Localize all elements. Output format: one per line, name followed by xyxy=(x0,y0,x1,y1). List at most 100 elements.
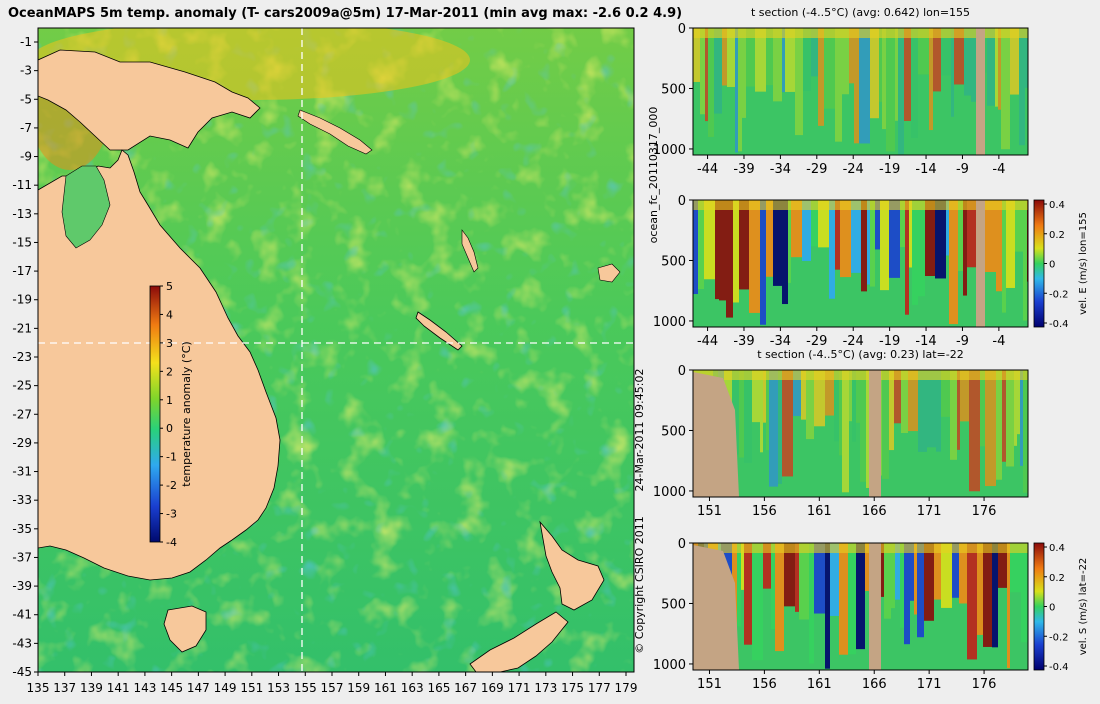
section-stripe xyxy=(891,543,895,609)
section-stripe xyxy=(839,543,848,655)
section-stripe xyxy=(705,28,708,122)
colorbar-tick-label: 0 xyxy=(166,422,173,435)
map-colorbar-label: temperature anomaly (°C) xyxy=(180,341,193,486)
section-stripe xyxy=(959,543,967,604)
section-stripe xyxy=(904,543,910,645)
section-stripe xyxy=(766,28,773,86)
section-stripe xyxy=(788,200,791,283)
lon-tick-label: 151 xyxy=(240,681,263,695)
section-stripe xyxy=(1006,200,1015,288)
section-stripe xyxy=(1002,200,1006,313)
section-stripe xyxy=(856,543,865,650)
velocity-colorbar-ramp xyxy=(1033,542,1045,671)
section-stripe xyxy=(782,28,785,93)
section-stripe xyxy=(1023,370,1028,493)
panel-title: t section (-4..5°C) (avg: 0.642) lon=155 xyxy=(751,6,970,19)
section-stripe xyxy=(785,28,795,92)
map-lon-axis: 135 137 139 141 143 145 147 149 151 153 155 157 159 1… xyxy=(27,672,637,695)
section-stripe xyxy=(818,200,829,248)
map-frame xyxy=(37,27,635,673)
section-stripe xyxy=(1010,28,1019,95)
lat-tick-label: -25 xyxy=(12,379,32,393)
section-stripe xyxy=(884,543,891,619)
section-stripe xyxy=(941,543,952,608)
depth-tick-label: 1000 xyxy=(653,658,686,673)
section-stripe xyxy=(960,370,969,422)
section-stripe xyxy=(958,200,963,271)
x-tick-label: -14 xyxy=(915,162,936,177)
section-stripe xyxy=(954,28,964,85)
land-fiji xyxy=(597,263,621,283)
velocity-colorbar: 0.4 0.2 0 -0.2 -0.4 vel. E (m/s) lon=155 xyxy=(1033,199,1089,330)
section-stripe xyxy=(998,543,1007,588)
velocity-colorbar-label: 0.2 xyxy=(1049,230,1065,241)
section-stripe xyxy=(814,370,825,427)
colorbar-tick-label: -3 xyxy=(166,508,177,521)
lat-tick-label: -33 xyxy=(12,493,32,507)
lon-tick-label: 173 xyxy=(534,681,557,695)
section-stripe xyxy=(927,370,936,448)
section-stripe xyxy=(904,28,911,121)
section-stripe xyxy=(1019,28,1025,146)
section-stripe xyxy=(969,370,980,492)
lat-tick-label: -39 xyxy=(12,579,32,593)
map-colorbar-ramp xyxy=(149,285,161,543)
x-tick-label: 151 xyxy=(697,504,722,519)
section-stripe xyxy=(1002,370,1006,462)
section-stripe xyxy=(861,200,867,292)
lon-tick-label: 169 xyxy=(481,681,504,695)
section-stripe xyxy=(744,370,752,463)
section-stripe xyxy=(824,28,835,109)
section-stripe xyxy=(985,200,996,272)
lon-tick-label: 165 xyxy=(427,681,450,695)
section-stripe xyxy=(834,370,839,442)
section-stripe xyxy=(791,200,802,258)
panel-field xyxy=(693,543,1028,670)
section-stripe xyxy=(1014,370,1017,446)
section-stripe xyxy=(749,200,760,313)
section-stripe xyxy=(840,200,851,278)
section-stripe xyxy=(722,28,727,86)
section-stripe xyxy=(714,28,722,114)
section-stripe xyxy=(967,200,977,268)
depth-tick-label: 0 xyxy=(678,194,686,209)
section-stripe xyxy=(746,28,755,87)
run-id-label: ocean_fc_20110317_000 xyxy=(647,107,660,244)
section-stripe xyxy=(775,543,784,652)
section-stripe xyxy=(987,28,995,106)
lon-tick-label: 145 xyxy=(160,681,183,695)
lat-tick-label: -19 xyxy=(12,293,32,307)
map-lat-axis: -1 -3 -5 -7 -9 -11 -13 -15 -17 -19 -21 -23 -25 -27 -29… xyxy=(12,35,38,679)
section-stripe xyxy=(704,200,715,280)
map-colorbar-ticks: 5 4 3 2 1 0 -1 -2 -3 -4 xyxy=(160,280,177,549)
section-stripe xyxy=(935,200,946,279)
section-stripe xyxy=(983,543,992,647)
section-stripe xyxy=(851,200,861,273)
missing-column xyxy=(976,28,985,155)
land-new-guinea xyxy=(38,49,261,151)
section-stripe xyxy=(803,28,811,91)
panel-frame xyxy=(692,27,1029,156)
x-tick-label: -24 xyxy=(843,334,864,349)
x-tick-label: 161 xyxy=(807,504,832,519)
section-stripe xyxy=(867,200,870,285)
x-tick-label: 176 xyxy=(972,504,997,519)
velocity-colorbar-label: 0 xyxy=(1049,260,1055,271)
velocity-colorbar-label: 0.4 xyxy=(1049,200,1065,211)
lon-tick-label: 155 xyxy=(294,681,317,695)
section-stripe xyxy=(971,28,978,102)
surface-layer xyxy=(693,28,1028,38)
land-cape-york-gulf xyxy=(61,165,111,249)
lat-tick-label: -37 xyxy=(12,550,32,564)
section-stripe xyxy=(842,370,849,493)
section-stripe xyxy=(752,543,763,661)
lon-tick-label: 153 xyxy=(267,681,290,695)
lon-tick-label: 143 xyxy=(133,681,156,695)
panel-frame xyxy=(692,369,1029,498)
surface-layer xyxy=(693,543,1028,553)
section-stripe xyxy=(875,200,880,250)
land-new-zealand-south xyxy=(469,611,569,672)
lat-tick-label: -9 xyxy=(20,150,32,164)
section-stripe xyxy=(755,28,766,92)
